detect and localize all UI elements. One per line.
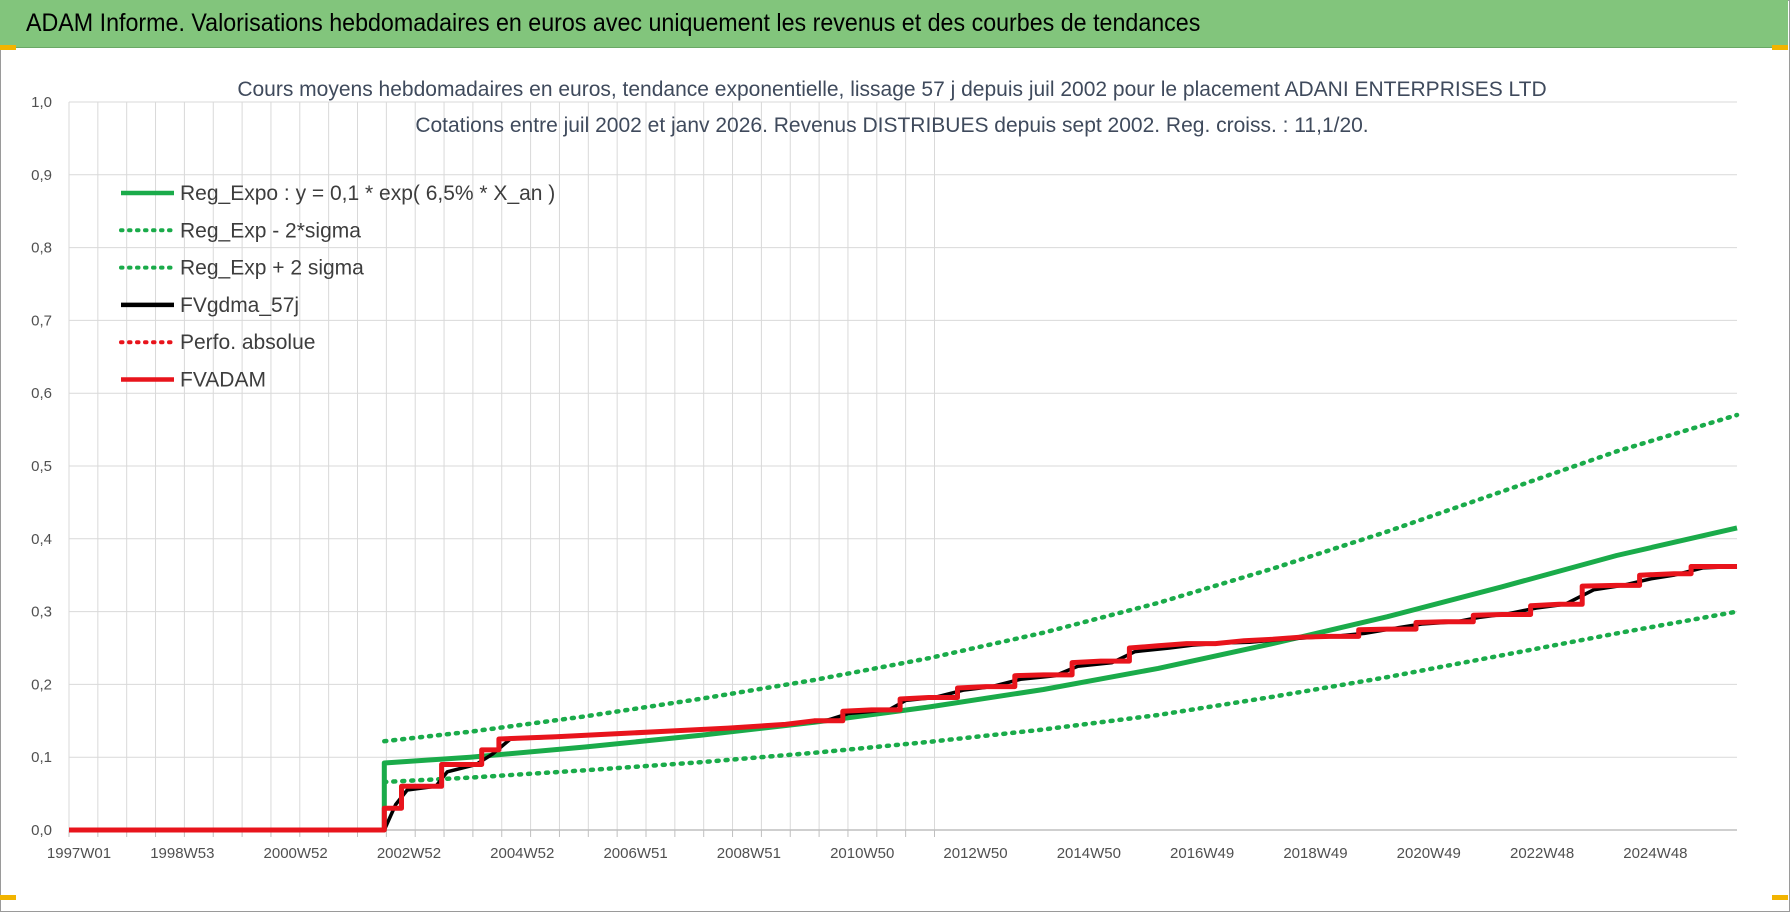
y-tick-label: 0,1 — [31, 749, 52, 766]
corner-marker-bottom-left — [0, 895, 16, 900]
legend: Reg_Expo : y = 0,1 * exp( 6,5% * X_an ) R… — [119, 182, 555, 392]
series-line-2 — [382, 412, 1740, 744]
x-tick-label: 2024W48 — [1623, 845, 1687, 862]
y-tick-label: 0,9 — [31, 167, 52, 184]
legend-label: Perfo. absolue — [180, 331, 315, 354]
y-tick-label: 0,2 — [31, 676, 52, 693]
series-line-1 — [382, 609, 1740, 785]
x-tick-label: 1997W01 — [47, 845, 111, 862]
header-banner: ADAM Informe. Valorisations hebdomadaire… — [0, 0, 1788, 48]
grid — [68, 101, 1737, 831]
corner-marker-top-left — [0, 45, 16, 50]
y-tick-label: 0,7 — [31, 312, 52, 329]
y-tick-label: 1,0 — [31, 94, 52, 111]
page-title: ADAM Informe. Valorisations hebdomadaire… — [26, 9, 1201, 37]
x-tick-label: 2006W51 — [603, 845, 667, 862]
corner-marker-bottom-right — [1772, 895, 1788, 900]
chart-title: Cours moyens hebdomadaires en euros, ten… — [237, 78, 1546, 137]
series-group — [69, 412, 1740, 833]
x-tick-label: 2018W49 — [1283, 845, 1347, 862]
chart-title-line-1: Cours moyens hebdomadaires en euros, ten… — [237, 78, 1546, 101]
series-line-0 — [69, 525, 1738, 833]
corner-marker-top-right — [1772, 45, 1788, 50]
legend-label: Reg_Exp - 2*sigma — [180, 219, 361, 242]
x-tick-label: 2010W50 — [830, 845, 894, 862]
chart-title-line-2: Cotations entre juil 2002 et janv 2026. … — [415, 114, 1368, 137]
y-tick-label: 0,8 — [31, 240, 52, 257]
x-tick-label: 2014W50 — [1057, 845, 1121, 862]
x-tick-label: 2008W51 — [717, 845, 781, 862]
y-tick-label: 0,4 — [31, 531, 52, 548]
x-tick-label: 2022W48 — [1510, 845, 1574, 862]
x-tick-label: 2020W49 — [1397, 845, 1461, 862]
series-line-4 — [69, 564, 1737, 833]
x-tick-label: 2016W49 — [1170, 845, 1234, 862]
y-tick-label: 0,0 — [31, 822, 52, 839]
x-tick-label: 2012W50 — [943, 845, 1007, 862]
y-tick-label: 0,5 — [31, 458, 52, 475]
legend-label: FVADAM — [180, 369, 266, 392]
y-tick-label: 0,6 — [31, 385, 52, 402]
legend-label: FVgdma_57j — [180, 294, 299, 317]
x-axis: 1997W01 1998W53 2000W52 2002W52 2004W52 2006W… — [47, 829, 1737, 862]
x-tick-label: 2002W52 — [377, 845, 441, 862]
x-tick-label: 2000W52 — [264, 845, 328, 862]
y-tick-label: 0,3 — [31, 604, 52, 621]
x-tick-label: 1998W53 — [150, 845, 214, 862]
y-axis: 0,0 0,1 0,2 0,3 0,4 0,5 0,6 0,7 0,8 0,9 1,0 — [31, 94, 52, 839]
legend-label: Reg_Expo : y = 0,1 * exp( 6,5% * X_an ) — [180, 182, 555, 205]
x-tick-label: 2004W52 — [490, 845, 554, 862]
legend-label: Reg_Exp + 2 sigma — [180, 257, 364, 280]
series-line-3 — [69, 564, 1738, 832]
